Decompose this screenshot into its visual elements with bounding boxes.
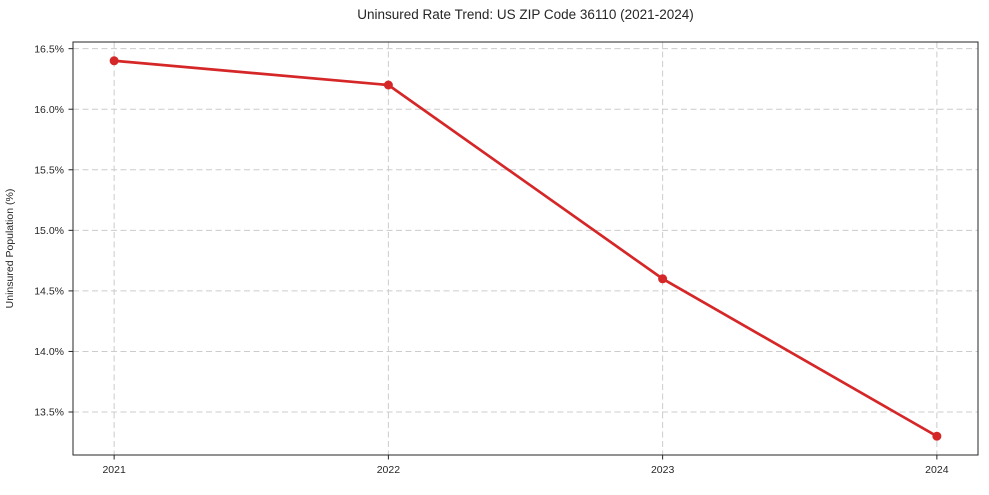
axis-layer: 13.5% 14.0% 14.5% 15.0% 15.5% 16.0% 16.5% 2021 2… bbox=[34, 41, 979, 476]
y-tick-label: 16.5% bbox=[34, 43, 64, 55]
y-tick-label: 15.5% bbox=[34, 164, 64, 176]
trend-line bbox=[112, 59, 939, 438]
x-tick-label: 2022 bbox=[377, 464, 401, 476]
series-layer bbox=[109, 56, 942, 441]
plot-border bbox=[72, 41, 979, 456]
x-tick-label: 2023 bbox=[651, 464, 675, 476]
data-point-marker bbox=[658, 274, 668, 284]
data-point-marker bbox=[932, 431, 942, 441]
y-tick-label: 14.0% bbox=[34, 346, 64, 358]
y-axis-label: Uninsured Population (%) bbox=[4, 189, 16, 309]
data-point-marker bbox=[109, 56, 119, 66]
x-tick-label: 2024 bbox=[925, 464, 949, 476]
grid-layer bbox=[73, 42, 978, 455]
y-tick-label: 14.5% bbox=[34, 286, 64, 298]
chart-title: Uninsured Rate Trend: US ZIP Code 36110 … bbox=[357, 7, 693, 22]
y-tick-label: 16.0% bbox=[34, 104, 64, 116]
data-point-marker bbox=[383, 80, 393, 90]
y-tick-label: 13.5% bbox=[34, 407, 64, 419]
y-tick-label: 15.0% bbox=[34, 225, 64, 237]
x-tick-label: 2021 bbox=[102, 464, 126, 476]
